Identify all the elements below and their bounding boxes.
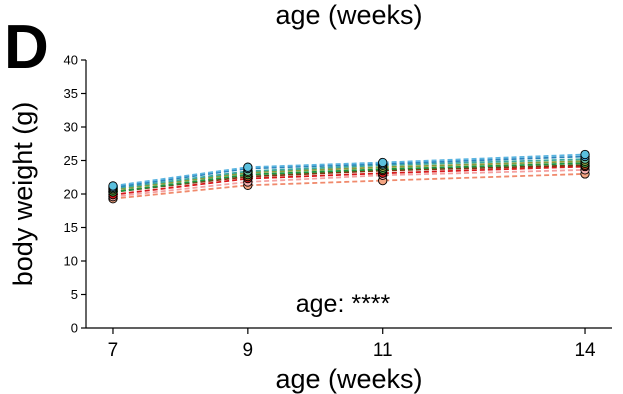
series-line (112, 155, 586, 189)
y-tick-label: 25 (64, 153, 78, 168)
y-tick-label: 20 (64, 187, 78, 202)
y-tick-label: 30 (64, 120, 78, 135)
x-ticks: 7 9 11 14 (108, 328, 596, 361)
series-8 (108, 151, 590, 192)
y-tick-label: 5 (71, 287, 78, 302)
series-line (112, 160, 586, 191)
top-axis-label: age (weeks) (275, 0, 422, 30)
series-line (112, 165, 586, 196)
series-line (112, 164, 586, 193)
data-point (108, 181, 118, 191)
data-point (378, 157, 388, 168)
data-point (243, 162, 253, 172)
y-tick-label: 15 (64, 220, 78, 235)
series-layer (108, 149, 590, 204)
series-line (112, 162, 586, 193)
series-line (112, 173, 586, 200)
x-tick-label: 9 (243, 340, 254, 361)
data-point (580, 149, 590, 160)
y-tick-label: 40 (64, 53, 78, 68)
y-ticks: 0 5 10 15 20 25 30 35 40 (64, 53, 86, 336)
y-axis-label: body weight (g) (8, 102, 38, 287)
x-tick-label: 7 (108, 340, 119, 361)
series-9 (108, 149, 590, 191)
series-line (112, 153, 586, 187)
y-tick-label: 35 (64, 86, 78, 101)
y-tick-label: 0 (71, 321, 78, 336)
panel-letter: D (4, 13, 49, 82)
x-tick-label: 11 (373, 340, 393, 361)
y-tick-label: 10 (64, 254, 78, 269)
series-line (112, 158, 586, 190)
x-axis-label: age (weeks) (275, 364, 422, 394)
significance-annotation: age: **** (296, 290, 391, 318)
series-line (112, 168, 586, 198)
x-tick-label: 14 (574, 340, 596, 361)
